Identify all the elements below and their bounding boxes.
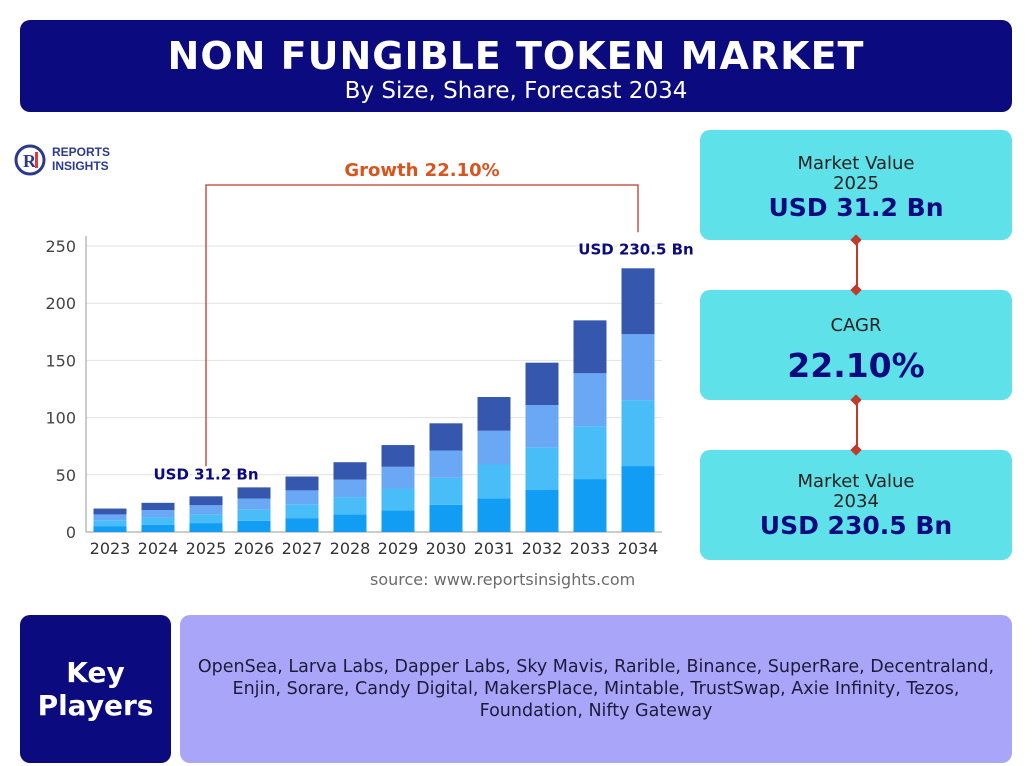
- bar-segment-2024: [141, 502, 175, 511]
- bar-segment-2029: [381, 510, 415, 532]
- card-label: Market Value: [797, 471, 915, 492]
- x-tick-label: 2034: [618, 539, 659, 558]
- bar-segment-2032: [525, 447, 559, 490]
- key-players-line-2: Players: [37, 689, 154, 722]
- card-value: 22.10%: [787, 346, 925, 385]
- y-tick-label: 250: [45, 237, 76, 256]
- x-tick-label: 2028: [330, 539, 371, 558]
- bar-segment-2027: [285, 504, 319, 519]
- bar-segment-2030: [429, 477, 463, 505]
- bar-segment-2024: [141, 517, 175, 525]
- bar-segment-2023: [93, 520, 127, 527]
- y-tick-label: 200: [45, 294, 76, 313]
- x-tick-label: 2029: [378, 539, 419, 558]
- bar-segment-2029: [381, 466, 415, 489]
- bar-segment-2025: [189, 523, 223, 532]
- bar-segment-2024: [141, 524, 175, 532]
- card-label: CAGR: [830, 315, 882, 336]
- bar-segment-2033: [573, 320, 607, 374]
- market-value-2034-card: Market Value 2034 USD 230.5 Bn: [700, 450, 1012, 560]
- bar-segment-2032: [525, 362, 559, 406]
- market-value-2025-card: Market Value 2025 USD 31.2 Bn: [700, 130, 1012, 240]
- bar-segment-2025: [189, 505, 223, 515]
- end-value-label: USD 230.5 Bn: [578, 240, 693, 258]
- key-players-line-1: Key: [66, 656, 125, 689]
- logo-line-1: REPORTS: [52, 145, 111, 159]
- bar-segment-2029: [381, 488, 415, 511]
- market-size-chart: 0 50 100 150 200 250 2023 2024 2025 2026 2027 2028 2…: [45, 160, 693, 558]
- x-tick-label: 2024: [138, 539, 179, 558]
- bar-segment-2033: [573, 479, 607, 532]
- logo-mark-icon: R: [14, 144, 46, 176]
- bar-segment-2034: [621, 466, 655, 532]
- y-tick-label: 0: [66, 523, 76, 542]
- bar-segment-2033: [573, 426, 607, 480]
- bar-segment-2034: [621, 400, 655, 467]
- y-tick-label: 50: [56, 466, 76, 485]
- x-tick-label: 2026: [234, 539, 275, 558]
- connector-line: [856, 240, 858, 290]
- page-title: NON FUNGIBLE TOKEN MARKET: [167, 34, 865, 78]
- bar-segment-2034: [621, 268, 655, 335]
- bar-segment-2031: [477, 397, 511, 431]
- growth-label: Growth 22.10%: [344, 160, 499, 181]
- card-value: USD 31.2 Bn: [768, 193, 944, 222]
- y-tick-label: 150: [45, 351, 76, 370]
- key-players-heading: Key Players: [20, 615, 171, 763]
- key-players-list: OpenSea, Larva Labs, Dapper Labs, Sky Ma…: [180, 615, 1012, 763]
- bar-segment-2026: [237, 498, 271, 510]
- bar-segment-2026: [237, 520, 271, 532]
- card-value: USD 230.5 Bn: [759, 511, 953, 540]
- bar-segment-2025: [189, 496, 223, 506]
- bar-segment-2032: [525, 405, 559, 448]
- y-tick-label: 100: [45, 409, 76, 428]
- logo-text: REPORTS INSIGHTS: [52, 145, 110, 173]
- start-value-label: USD 31.2 Bn: [154, 465, 259, 483]
- bar-segment-2023: [93, 526, 127, 532]
- bar-segment-2030: [429, 423, 463, 451]
- bar-segment-2023: [93, 514, 127, 521]
- bar-segment-2031: [477, 464, 511, 499]
- card-label: Market Value: [797, 153, 915, 174]
- bar-segment-2025: [189, 514, 223, 524]
- bar-segment-2027: [285, 518, 319, 532]
- x-tick-label: 2033: [570, 539, 611, 558]
- bar-segment-2031: [477, 498, 511, 532]
- card-year: 2025: [833, 173, 879, 194]
- x-tick-label: 2031: [474, 539, 515, 558]
- bar-segment-2034: [621, 334, 655, 401]
- bar-segment-2028: [333, 497, 367, 515]
- bar-segment-2028: [333, 479, 367, 498]
- bar-segment-2027: [285, 490, 319, 505]
- bar-segment-2030: [429, 504, 463, 532]
- bar-segment-2023: [93, 508, 127, 515]
- bar-segment-2029: [381, 445, 415, 467]
- bar-segment-2028: [333, 462, 367, 480]
- bar-segment-2026: [237, 509, 271, 521]
- bar-segment-2030: [429, 450, 463, 478]
- source-note: source: www.reportsinsights.com: [370, 570, 636, 589]
- bar-segment-2032: [525, 489, 559, 532]
- cagr-card: CAGR 22.10%: [700, 290, 1012, 400]
- card-year: 2034: [833, 491, 879, 512]
- bar-segment-2024: [141, 510, 175, 518]
- x-tick-label: 2023: [90, 539, 131, 558]
- svg-text:R: R: [23, 151, 37, 171]
- bar-segment-2033: [573, 373, 607, 427]
- x-tick-label: 2025: [186, 539, 227, 558]
- x-tick-label: 2027: [282, 539, 323, 558]
- bar-segment-2026: [237, 487, 271, 499]
- bar-segment-2028: [333, 514, 367, 532]
- logo-line-2: INSIGHTS: [52, 159, 109, 173]
- growth-bracket: [205, 184, 639, 467]
- x-tick-label: 2032: [522, 539, 563, 558]
- x-tick-label: 2030: [426, 539, 467, 558]
- bar-segment-2031: [477, 430, 511, 465]
- page-subtitle: By Size, Share, Forecast 2034: [344, 78, 688, 104]
- title-banner: NON FUNGIBLE TOKEN MARKET By Size, Share…: [20, 20, 1012, 112]
- connector-line: [856, 400, 858, 450]
- bar-segment-2027: [285, 476, 319, 491]
